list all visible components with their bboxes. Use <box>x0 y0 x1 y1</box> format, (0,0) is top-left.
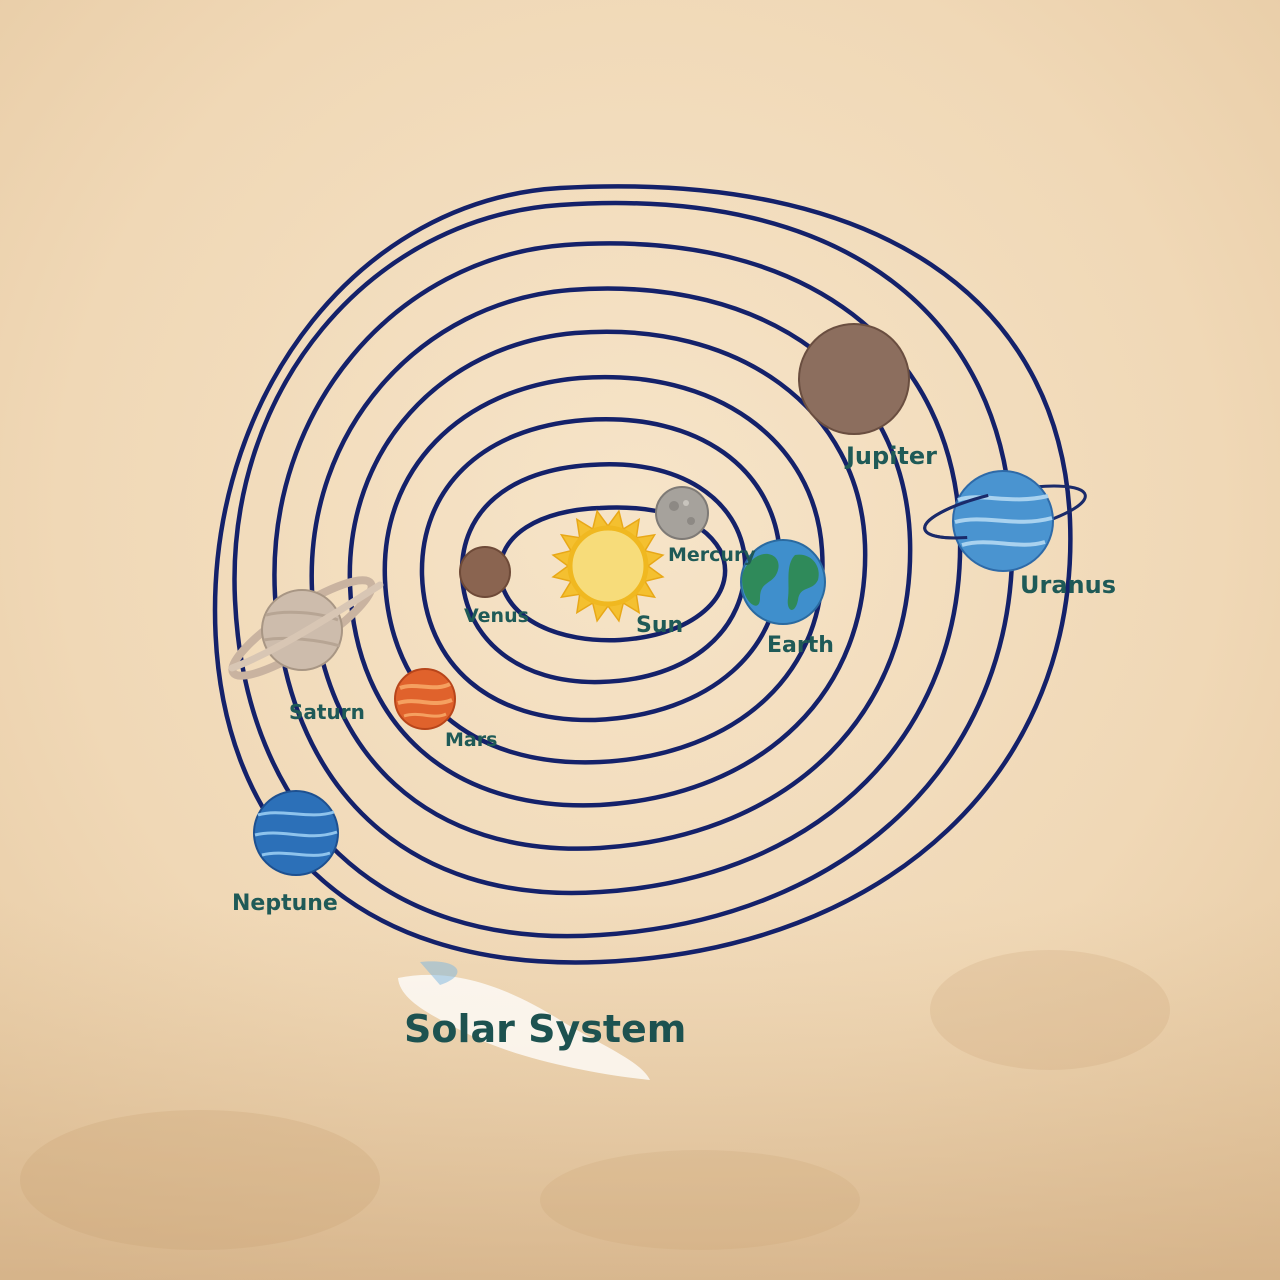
orbit-2 <box>459 461 748 685</box>
neptune-band <box>261 851 331 857</box>
mercury-body <box>655 486 709 540</box>
earth <box>740 539 826 625</box>
label-sun: Sun <box>636 613 683 638</box>
wall-stains <box>0 900 1280 1280</box>
label-earth: Earth <box>767 633 834 658</box>
label-jupiter: Jupiter <box>844 442 937 470</box>
earth-land <box>742 553 779 606</box>
mars-body <box>394 668 456 730</box>
venus-body <box>459 546 511 598</box>
sun <box>551 509 665 623</box>
label-venus: Venus <box>464 605 529 627</box>
wall-stain <box>20 1110 380 1250</box>
neptune <box>253 790 339 876</box>
jupiter-body <box>798 323 910 435</box>
wall-stain <box>930 950 1170 1070</box>
label-neptune: Neptune <box>232 891 338 916</box>
mercury-crater <box>683 500 689 506</box>
title-highlight <box>420 961 458 985</box>
label-mars: Mars <box>445 729 497 751</box>
label-uranus: Uranus <box>1020 571 1116 599</box>
orbit-8 <box>232 200 1015 939</box>
mars-stripe <box>397 698 453 705</box>
uranus-band <box>961 540 1046 547</box>
sun-body <box>567 525 649 607</box>
label-saturn: Saturn <box>289 700 365 724</box>
orbit-4 <box>382 374 825 765</box>
wall-stain <box>540 1150 860 1250</box>
uranus <box>923 470 1087 572</box>
saturn-ring-front <box>228 581 384 672</box>
mercury <box>655 486 709 540</box>
mercury-crater <box>687 517 695 525</box>
uranus-ring-front <box>923 484 1087 540</box>
title-highlight <box>398 974 650 1080</box>
uranus-band <box>954 516 1053 524</box>
mars-stripe <box>399 682 451 690</box>
jupiter <box>798 323 910 435</box>
neptune-band <box>257 810 335 817</box>
saturn <box>228 576 384 680</box>
saturn-band <box>263 636 341 648</box>
orbit-9 <box>212 184 1073 965</box>
venus <box>459 546 511 598</box>
neptune-band <box>254 830 338 838</box>
orbit-5 <box>347 329 868 808</box>
orbit-3 <box>419 417 783 723</box>
uranus-band <box>957 494 1049 502</box>
label-mercury: Mercury <box>668 544 756 566</box>
mercury-crater <box>669 501 679 511</box>
page-title: Solar System <box>404 1007 686 1051</box>
mars-stripe <box>403 712 447 718</box>
earth-land <box>787 554 819 610</box>
mars <box>394 668 456 730</box>
